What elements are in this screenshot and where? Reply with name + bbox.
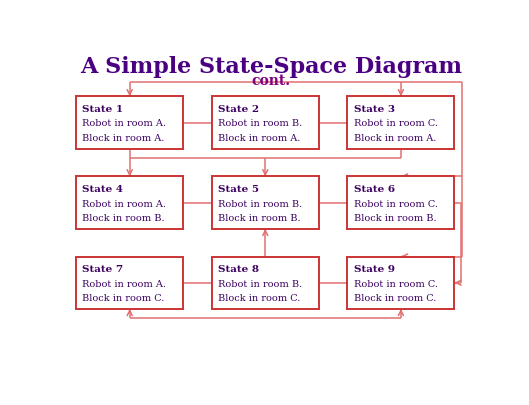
Text: Block in room B.: Block in room B. [354, 214, 436, 223]
Text: Robot in room B.: Robot in room B. [218, 200, 302, 209]
Text: State 9: State 9 [354, 265, 395, 274]
FancyBboxPatch shape [212, 256, 319, 309]
Text: Robot in room A.: Robot in room A. [83, 200, 167, 209]
Text: Block in room A.: Block in room A. [354, 134, 436, 143]
Text: State 6: State 6 [354, 185, 395, 194]
Text: State 3: State 3 [354, 105, 395, 114]
Text: Robot in room B.: Robot in room B. [218, 119, 302, 128]
Text: Block in room C.: Block in room C. [83, 294, 165, 303]
FancyBboxPatch shape [76, 177, 183, 229]
FancyBboxPatch shape [212, 96, 319, 149]
FancyBboxPatch shape [348, 177, 454, 229]
Text: Robot in room C.: Robot in room C. [354, 200, 437, 209]
Text: Robot in room A.: Robot in room A. [83, 119, 167, 128]
Text: Robot in room A.: Robot in room A. [83, 279, 167, 289]
Text: Block in room A.: Block in room A. [83, 134, 165, 143]
Text: State 5: State 5 [218, 185, 259, 194]
Text: State 2: State 2 [218, 105, 259, 114]
Text: A Simple State-Space Diagram: A Simple State-Space Diagram [80, 55, 462, 77]
Text: State 7: State 7 [83, 265, 124, 274]
Text: Block in room C.: Block in room C. [218, 294, 300, 303]
FancyBboxPatch shape [76, 256, 183, 309]
Text: Robot in room C.: Robot in room C. [354, 279, 437, 289]
FancyBboxPatch shape [348, 256, 454, 309]
Text: Robot in room B.: Robot in room B. [218, 279, 302, 289]
Text: Block in room C.: Block in room C. [354, 294, 436, 303]
Text: Block in room A.: Block in room A. [218, 134, 300, 143]
FancyBboxPatch shape [212, 177, 319, 229]
Text: Block in room B.: Block in room B. [218, 214, 300, 223]
Text: cont.: cont. [252, 74, 290, 88]
FancyBboxPatch shape [76, 96, 183, 149]
Text: State 1: State 1 [83, 105, 124, 114]
Text: Robot in room C.: Robot in room C. [354, 119, 437, 128]
Text: State 8: State 8 [218, 265, 259, 274]
Text: Block in room B.: Block in room B. [83, 214, 165, 223]
Text: State 4: State 4 [83, 185, 123, 194]
FancyBboxPatch shape [348, 96, 454, 149]
